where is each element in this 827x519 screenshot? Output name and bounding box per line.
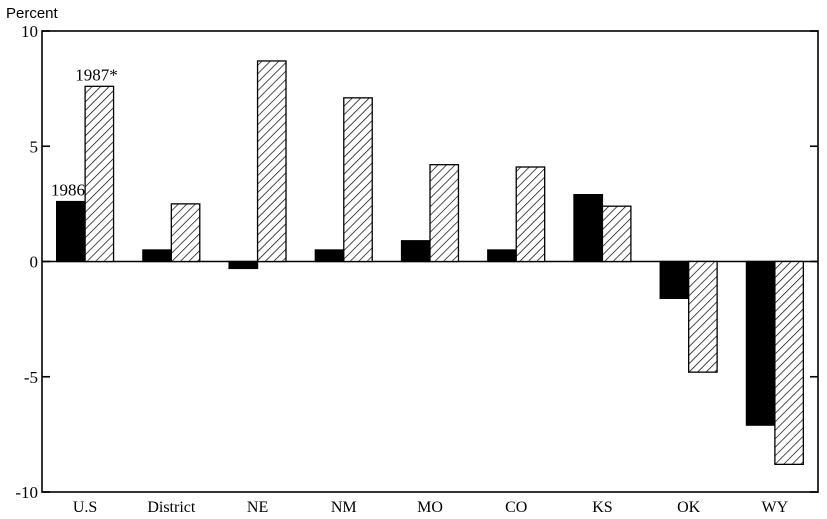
x-tick-label: U.S (73, 499, 97, 516)
bar-1986-wy (745, 260, 776, 426)
bar-1987-ne (256, 60, 287, 263)
y-tick-label: 0 (30, 253, 39, 272)
x-tick-label: OK (677, 499, 701, 516)
bar-1987-wy (774, 260, 804, 465)
bar-1986-ok (659, 260, 690, 300)
x-tick-label: NM (331, 499, 357, 516)
x-tick-label: WY (762, 499, 789, 516)
bar-1986-ne (228, 260, 259, 270)
bar-1986-district (142, 249, 172, 263)
x-tick-label: NE (247, 499, 268, 516)
y-tick-label: -10 (15, 483, 38, 502)
bar-1987-nm (343, 97, 373, 263)
bar-1986-co (487, 249, 517, 263)
y-tick-label: 10 (21, 22, 38, 41)
bar-1987-ok (688, 260, 718, 373)
series-label: 1986 (51, 181, 85, 200)
bar-1987-mo (429, 164, 460, 263)
bar-1987-ks (601, 205, 632, 263)
series-label: 1987* (75, 65, 118, 84)
y-axis-title: Percent (6, 5, 59, 22)
bar-1986-nm (314, 249, 345, 263)
x-tick-label: KS (592, 499, 612, 516)
bars-layer (56, 60, 804, 465)
bar-1986-ks (573, 194, 604, 263)
bar-1987-us (84, 85, 115, 263)
y-tick-label: 5 (30, 137, 39, 156)
bar-1986-us (56, 200, 86, 263)
x-tick-label: MO (417, 499, 443, 516)
bar-1986-mo (400, 240, 431, 263)
bar-1987-co (515, 166, 546, 263)
x-tick-label: District (147, 499, 196, 516)
x-tick-label: CO (505, 499, 527, 516)
x-axis-labels: U.S District NE NM MO CO KS OK WY (73, 499, 789, 516)
y-tick-label: -5 (24, 368, 38, 387)
y-axis-ticks: 10 5 0 -5 -10 (15, 22, 818, 502)
bar-1987-district (170, 203, 201, 263)
series-labels: 1986 1987* (51, 65, 118, 199)
